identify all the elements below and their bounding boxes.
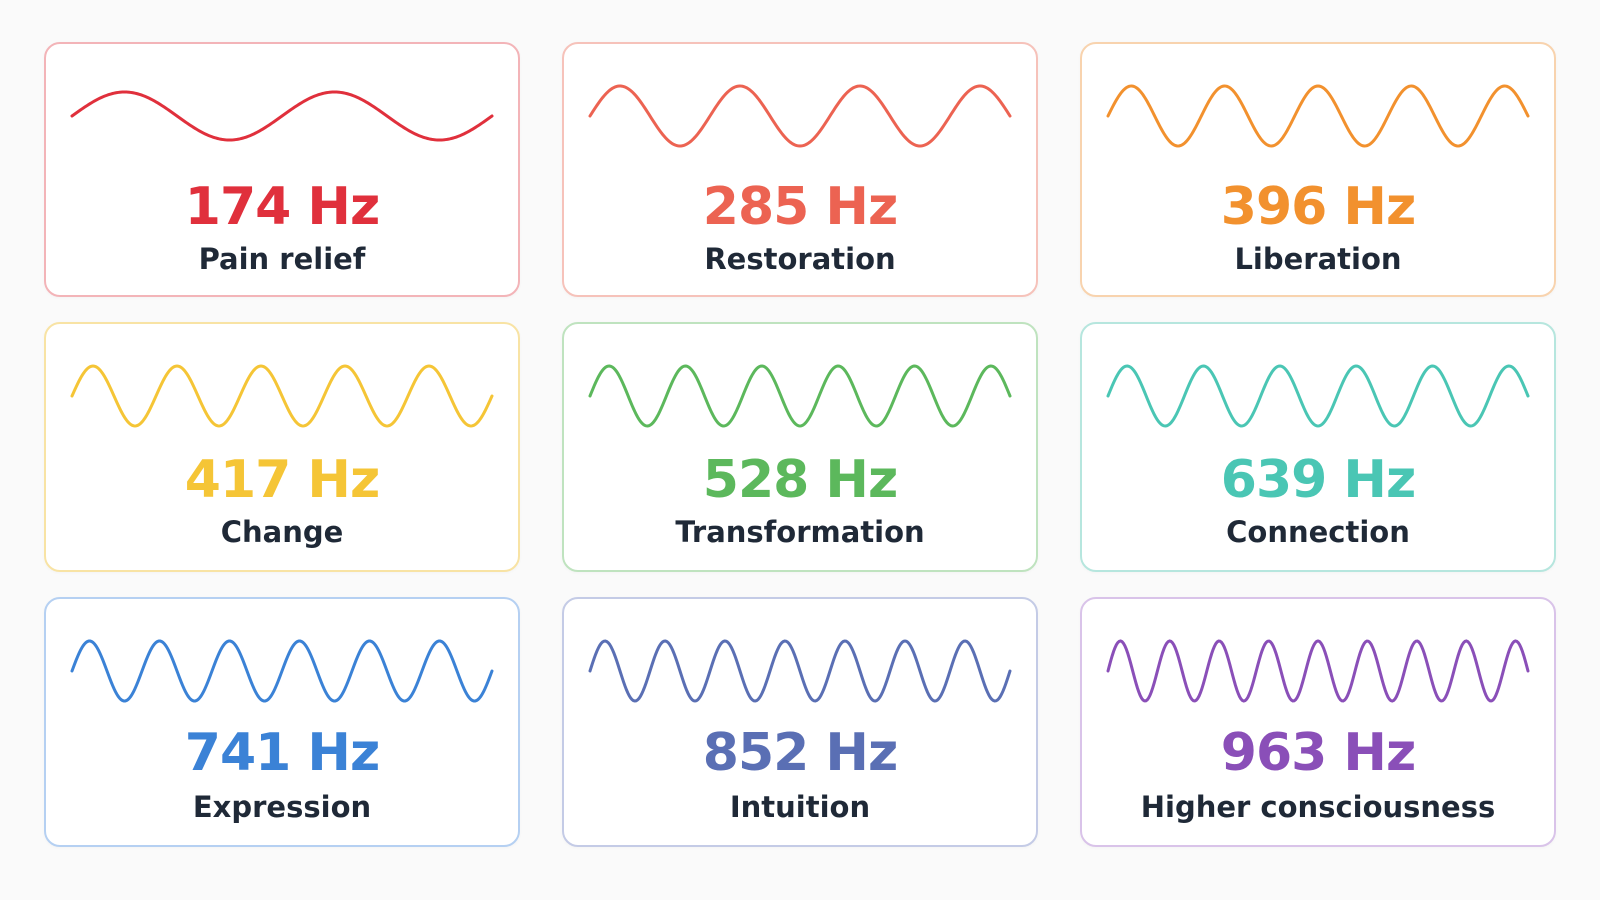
frequency-value: 285 Hz (702, 177, 898, 237)
sine-wave-icon (588, 639, 1012, 703)
frequency-label: Pain relief (198, 242, 366, 276)
frequency-card-741: 741 Hz Expression (44, 597, 520, 847)
frequency-label: Expression (192, 790, 372, 824)
frequency-value: 528 Hz (702, 450, 898, 510)
frequency-value: 417 Hz (184, 450, 380, 510)
frequency-label: Change (220, 515, 344, 549)
frequency-value: 963 Hz (1220, 723, 1416, 783)
sine-wave-icon (1106, 639, 1530, 703)
frequency-card-528: 528 Hz Transformation (562, 322, 1038, 572)
frequency-value: 639 Hz (1220, 450, 1416, 510)
sine-wave-icon (588, 364, 1012, 428)
frequency-label: Higher consciousness (1140, 790, 1496, 824)
frequency-card-639: 639 Hz Connection (1080, 322, 1556, 572)
frequency-label: Connection (1226, 515, 1410, 549)
frequency-card-396: 396 Hz Liberation (1080, 42, 1556, 297)
frequency-label: Intuition (729, 790, 871, 824)
frequency-value: 852 Hz (702, 723, 898, 783)
frequency-card-174: 174 Hz Pain relief (44, 42, 520, 297)
sine-wave-icon (1106, 84, 1530, 148)
frequency-grid: 174 Hz Pain relief 285 Hz Restoration 39… (44, 42, 1556, 847)
frequency-value: 174 Hz (184, 177, 380, 237)
frequency-value: 741 Hz (184, 723, 380, 783)
sine-wave-icon (70, 639, 494, 703)
frequency-card-417: 417 Hz Change (44, 322, 520, 572)
frequency-label: Restoration (704, 242, 896, 276)
sine-wave-icon (1106, 364, 1530, 428)
frequency-card-963: 963 Hz Higher consciousness (1080, 597, 1556, 847)
sine-wave-icon (70, 90, 494, 142)
frequency-label: Transformation (675, 515, 925, 549)
frequency-card-852: 852 Hz Intuition (562, 597, 1038, 847)
sine-wave-icon (588, 84, 1012, 148)
sine-wave-icon (70, 364, 494, 428)
frequency-card-285: 285 Hz Restoration (562, 42, 1038, 297)
frequency-value: 396 Hz (1220, 177, 1416, 237)
frequency-label: Liberation (1234, 242, 1402, 276)
